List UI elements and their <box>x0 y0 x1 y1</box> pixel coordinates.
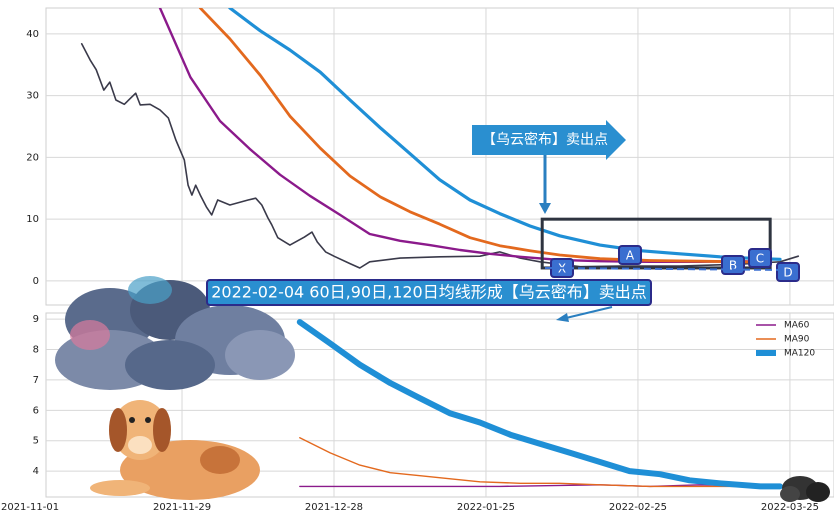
point-label: B <box>729 259 737 273</box>
y-tick-label: 5 <box>33 436 39 447</box>
y-tick-label: 6 <box>33 405 39 416</box>
series-line <box>80 43 800 269</box>
description-text: 2022-02-04 60日,90日,120日均线形成【乌云密布】卖出点 <box>211 283 647 302</box>
point-label-box <box>776 262 800 282</box>
y-tick-label: 10 <box>26 214 39 225</box>
callout-arrow: 【乌云密布】卖出点 <box>472 120 626 214</box>
series-line <box>296 319 783 490</box>
support-dashed-line <box>544 267 791 271</box>
series-line <box>299 437 741 488</box>
series-line <box>158 8 772 263</box>
y-tick-label: 20 <box>26 152 39 163</box>
y-tick-label: 4 <box>33 466 39 477</box>
callout-text: 【乌云密布】卖出点 <box>482 131 608 148</box>
series-line <box>228 8 782 261</box>
point-label-box <box>748 248 772 268</box>
point-label-box <box>618 245 642 265</box>
y-tick-label: 40 <box>26 29 39 40</box>
cloud-illustration <box>55 276 295 390</box>
legend-label: MA60 <box>784 321 810 331</box>
x-tick-label: 2021-12-28 <box>305 502 363 513</box>
y-tick-label: 0 <box>33 276 39 287</box>
series-line <box>198 8 772 264</box>
x-tick-label: 2022-02-25 <box>609 502 667 513</box>
legend-label: MA120 <box>784 349 815 359</box>
storm-cloud-icon <box>780 476 830 502</box>
y-tick-label: 8 <box>33 344 39 355</box>
point-label: A <box>626 249 635 263</box>
y-tick-label: 9 <box>33 314 39 325</box>
y-tick-label: 7 <box>33 375 39 386</box>
y-tick-label: 30 <box>26 91 39 102</box>
x-tick-label: 2021-11-29 <box>153 502 211 513</box>
x-tick-label: 2021-11-01 <box>1 502 59 513</box>
x-tick-label: 2022-01-25 <box>457 502 515 513</box>
dog-illustration <box>90 400 260 500</box>
legend-label: MA90 <box>784 335 810 345</box>
plot-area <box>46 8 834 305</box>
bottom-panel <box>45 312 834 498</box>
point-label: D <box>783 266 792 280</box>
point-label: C <box>756 252 764 266</box>
description-box: 2022-02-04 60日,90日,120日均线形成【乌云密布】卖出点 <box>206 279 652 322</box>
x-tick-label: 2022-03-25 <box>761 502 819 513</box>
